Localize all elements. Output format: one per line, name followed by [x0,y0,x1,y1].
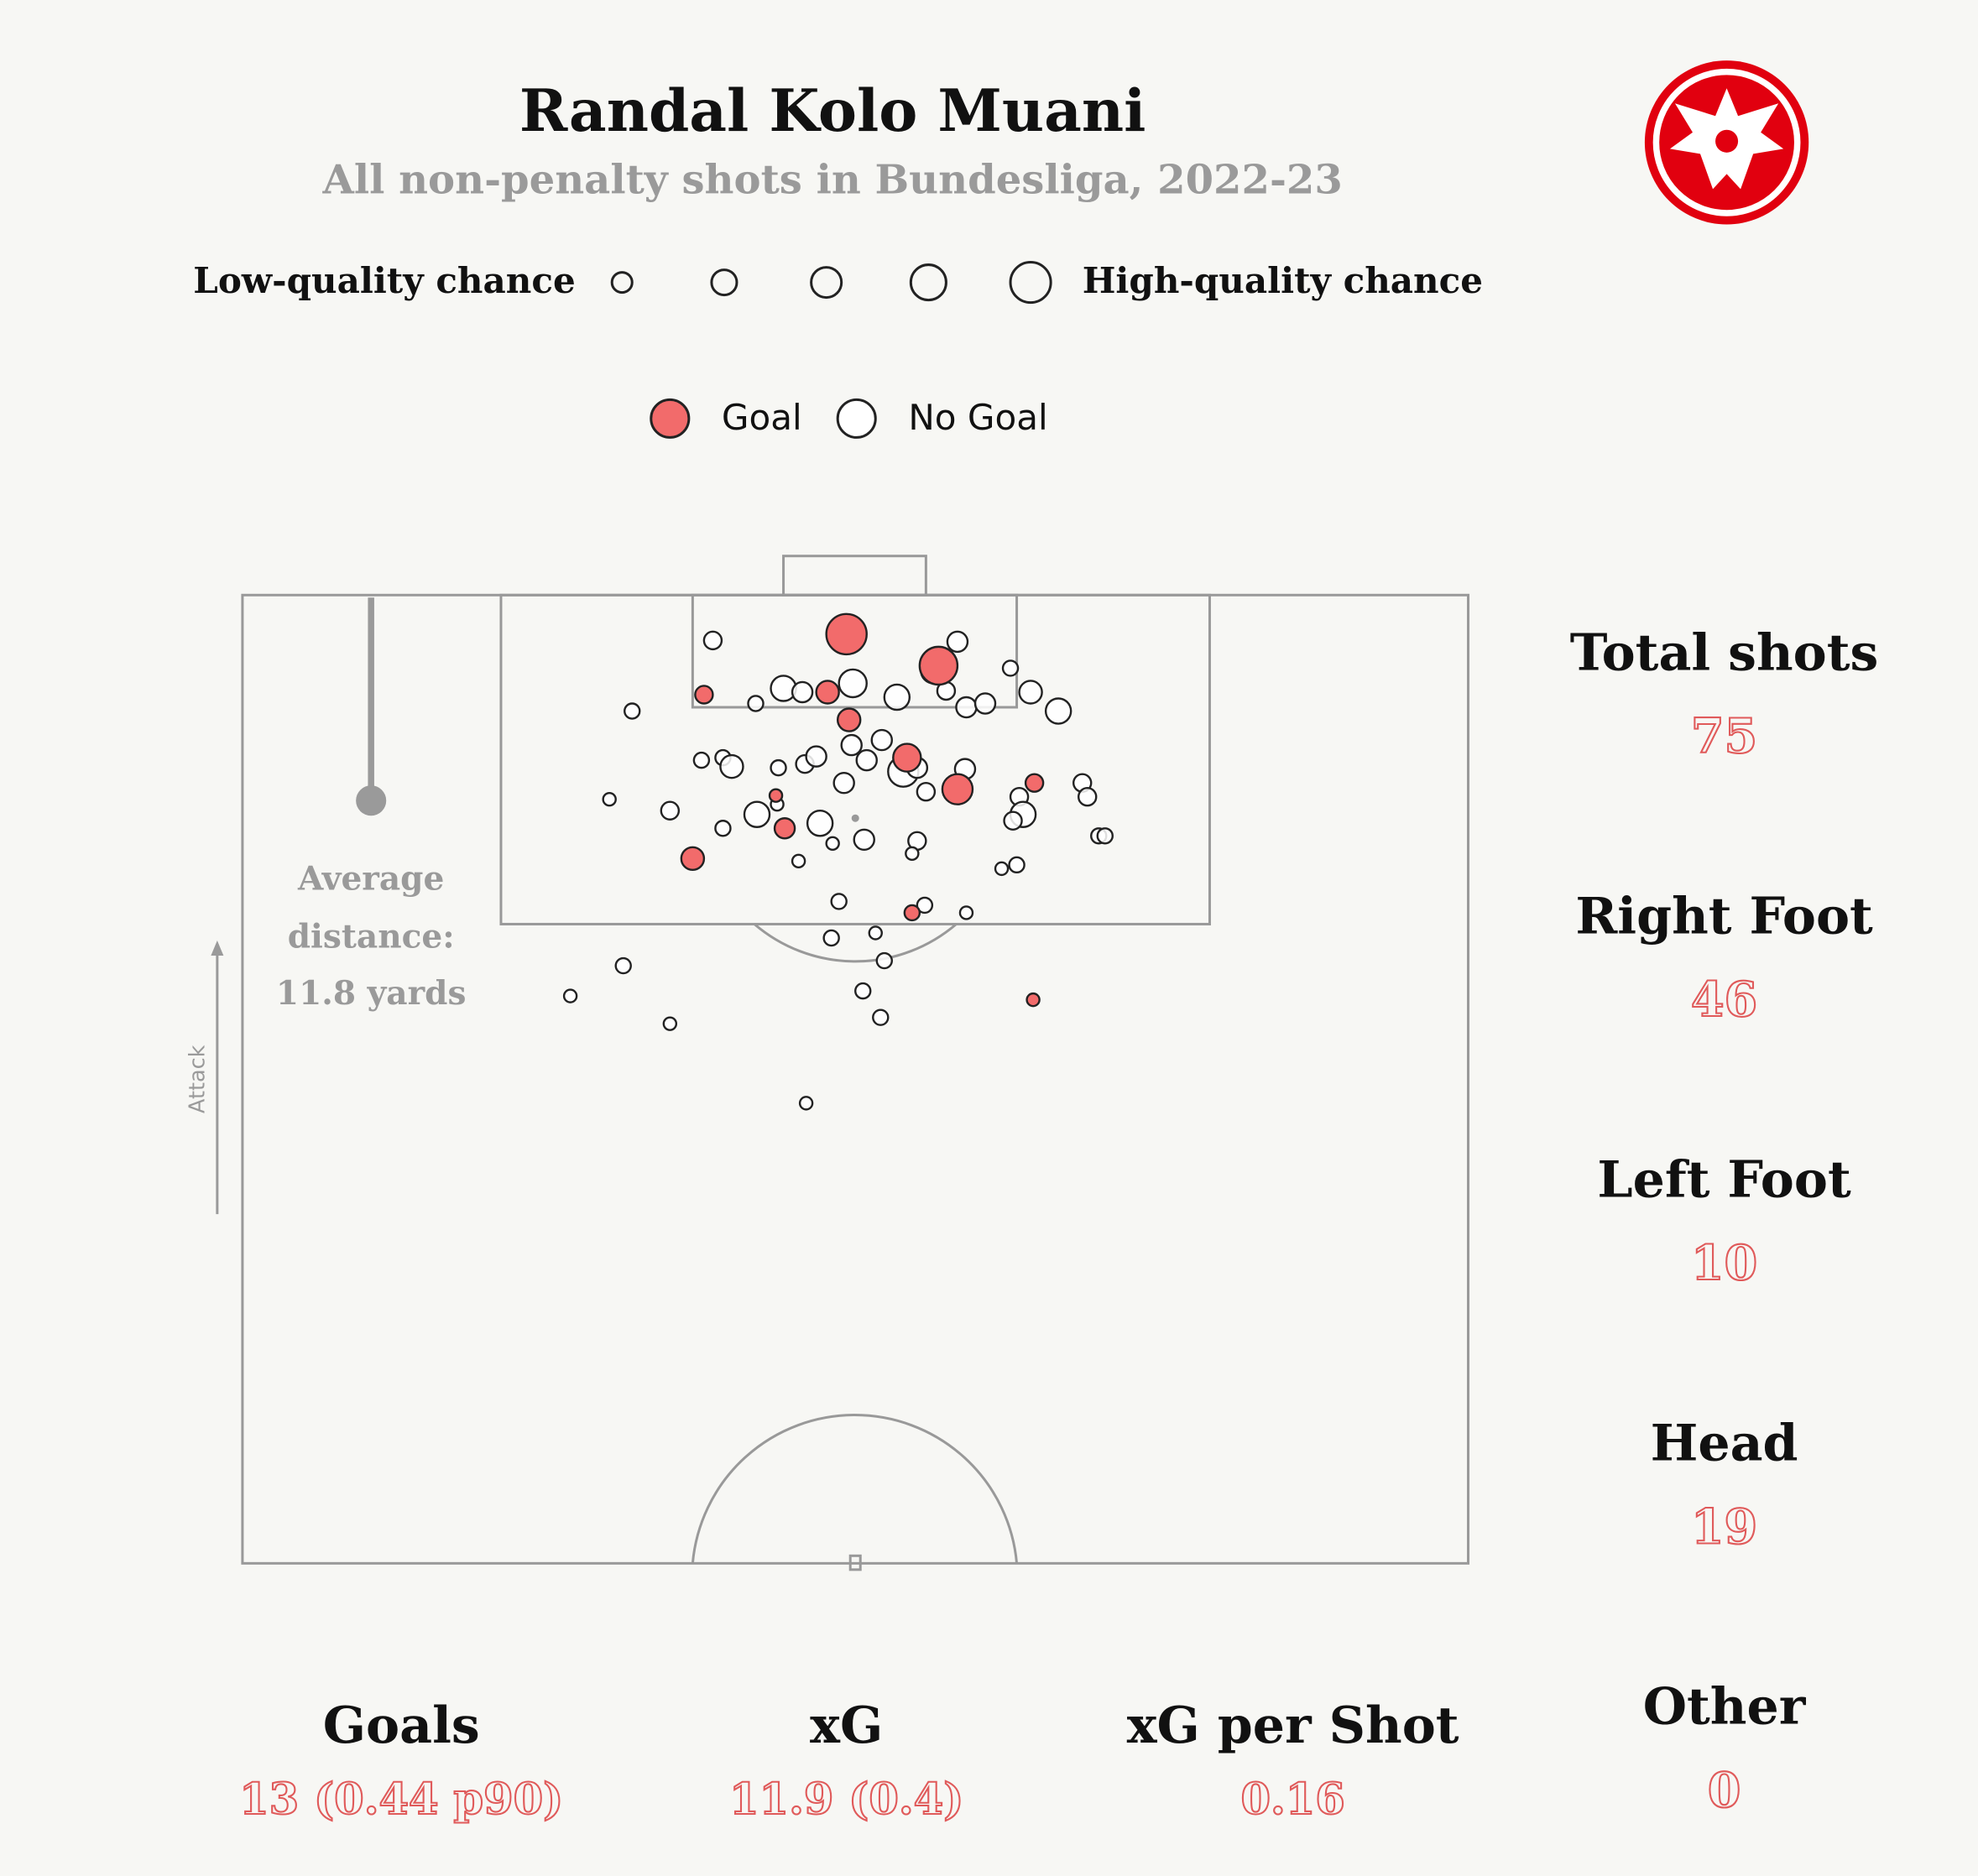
attack-arrow [211,941,224,1215]
no-goal-shot [870,728,893,752]
goal-shot [680,846,706,872]
goal-shot [825,612,868,656]
side-stat-label: Head [1651,1415,1798,1473]
no-goal-shot [798,1096,814,1111]
bottom-stat-value: 0.16 [1240,1774,1344,1825]
no-goal-shot [973,692,997,715]
side-stat-value: 0 [1708,1762,1741,1818]
bottom-stat-value: 13 (0.44 p90) [239,1774,563,1825]
no-goal-shot [994,861,1010,877]
no-goal-shot [714,820,732,837]
no-goal-shot [660,800,681,821]
no-goal-shot [872,1008,890,1026]
no-goal-shot [702,630,723,651]
goal-shot [918,645,959,686]
average-distance-line2: distance: [288,918,455,956]
no-goal-shot [916,896,934,915]
no-goal-shot [791,853,806,869]
side-stat-label: Total shots [1570,623,1879,682]
no-goal-shot [875,951,893,970]
no-goal-shot [602,791,617,807]
legend-no-goal-swatch [836,398,877,439]
goal-shot [1026,992,1041,1008]
no-goal-shot [955,696,978,719]
chart-title: Randal Kolo Muani [519,77,1146,145]
no-goal-shot [1077,786,1098,807]
side-stat-value: 46 [1691,972,1757,1028]
legend-goal: Goal [722,397,802,438]
bottom-stat-label: Goals [323,1696,480,1755]
no-goal-shot [830,893,848,910]
chart-subtitle: All non-penalty shots in Bundesliga, 202… [322,156,1343,203]
no-goal-shot [1044,697,1073,725]
shots [562,612,1114,1111]
no-goal-shot [614,956,632,975]
club-logo [1644,60,1809,225]
no-goal-shot [624,702,641,720]
no-goal-shot [1003,810,1023,831]
no-goal-shot [838,668,868,699]
no-goal-shot [1096,827,1114,845]
goal-shot [903,904,921,922]
goal-shot [892,743,922,773]
no-goal-shot [806,810,834,837]
no-goal-shot [905,846,920,862]
no-goal-shot [1008,856,1026,874]
side-stat-value: 75 [1691,708,1757,764]
no-goal-shot [692,751,711,769]
no-goal-shot [562,988,578,1003]
no-goal-shot [832,771,855,795]
no-goal-shot [958,905,974,920]
goal-shot [768,788,784,803]
goal-shot [1024,773,1045,793]
bottom-stat-value: 11.9 (0.4) [729,1774,963,1825]
size-legend-circles [610,261,1052,305]
goal-shot [694,685,714,705]
side-stat-value: 10 [1691,1235,1757,1291]
side-stat-label: Other [1643,1678,1807,1737]
no-goal-shot [840,733,863,757]
average-distance-line1: Average [297,859,444,898]
legend-goal-swatch [650,398,691,439]
legend-no-goal: No Goal [908,397,1047,438]
no-goal-shot [662,1016,678,1031]
no-goal-shot [1018,680,1043,705]
side-stat-value: 19 [1691,1498,1757,1555]
no-goal-shot [855,748,878,772]
side-stat-label: Right Foot [1575,887,1873,946]
bottom-stat-label: xG per Shot [1127,1696,1459,1755]
no-goal-shot [854,982,872,1000]
no-goal-shot [805,745,827,768]
average-distance-marker [356,597,387,816]
side-stat-label: Left Foot [1597,1151,1851,1210]
no-goal-shot [825,836,840,852]
stats: Total shots 75 Right Foot 46 Left Foot 10 Head… [238,623,1879,1825]
attack-label: Attack [185,1045,210,1113]
no-goal-shot [946,630,969,654]
size-legend-high: High-quality chance [1083,259,1483,301]
pitch [241,555,1470,1571]
no-goal-shot [916,781,937,802]
no-goal-shot [853,828,875,852]
size-legend-low: Low-quality chance [193,259,575,301]
no-goal-shot [719,753,744,779]
goal-shot [941,773,974,805]
no-goal-shot [770,758,787,777]
no-goal-shot [883,683,911,711]
no-goal-shot [743,800,771,828]
no-goal-shot [868,925,883,941]
no-goal-shot [791,680,814,704]
no-goal-shot [1001,659,1020,677]
no-goal-shot [822,929,840,947]
bottom-stat-label: xG [810,1696,883,1755]
goal-shot [836,707,862,732]
goal-shot [815,680,840,705]
average-distance-line3: 11.8 yards [276,974,467,1013]
no-goal-shot [747,695,765,712]
goal-shot [773,817,796,840]
